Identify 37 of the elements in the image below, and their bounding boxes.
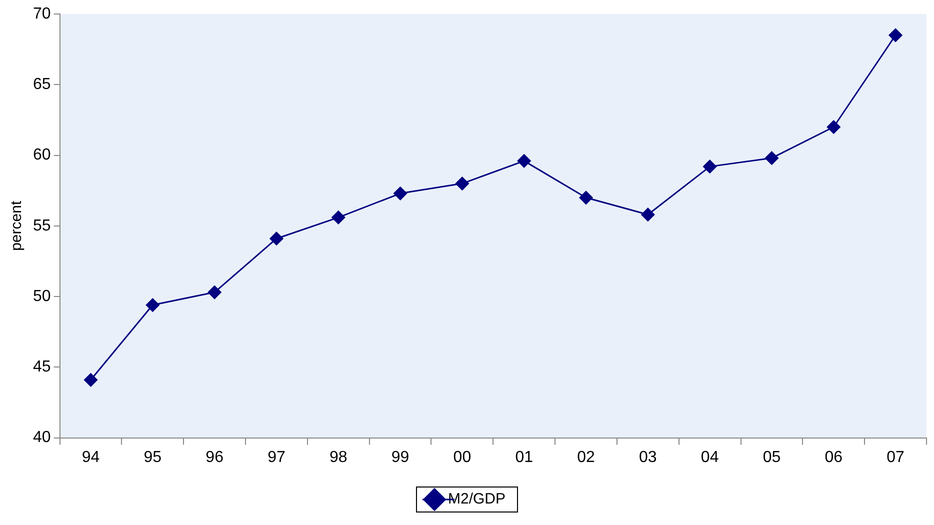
point (455, 176, 469, 190)
x-tick-label: 96 (206, 448, 224, 466)
point (270, 232, 284, 246)
point (394, 186, 408, 200)
point (826, 120, 840, 134)
point (146, 298, 160, 312)
x-tick-label: 00 (453, 448, 472, 466)
x-tick-label: 01 (515, 448, 534, 466)
y-tick-label: 50 (33, 288, 51, 305)
y-tick-label: 40 (33, 429, 51, 446)
point (208, 286, 222, 300)
x-tick-label: 05 (762, 448, 781, 466)
y-tick-label: 45 (33, 358, 51, 376)
x-tick-label: 94 (82, 448, 100, 466)
point (888, 28, 902, 42)
point (579, 190, 593, 204)
point (703, 160, 717, 174)
point (517, 154, 531, 168)
x-tick-label: 95 (144, 448, 162, 466)
y-tick-label: 55 (33, 217, 51, 234)
point (84, 373, 98, 387)
y-axis-title: percent (8, 200, 26, 251)
y-tick-label: 60 (33, 146, 51, 164)
point (641, 208, 655, 222)
x-tick-label: 99 (391, 448, 410, 466)
x-tick-label: 07 (886, 448, 905, 466)
x-tick-label: 98 (329, 448, 348, 466)
x-tick-label: 02 (577, 448, 596, 466)
y-tick-label: 65 (33, 76, 51, 94)
point (764, 151, 778, 165)
x-tick-label: 97 (268, 448, 286, 466)
y-tick-label: 70 (33, 5, 51, 22)
x-tick-label: 04 (700, 448, 719, 466)
x-tick-label: 06 (824, 448, 843, 466)
legend-label: M2/GDP (448, 490, 506, 508)
point (332, 210, 346, 224)
x-tick-label: 03 (639, 448, 657, 466)
